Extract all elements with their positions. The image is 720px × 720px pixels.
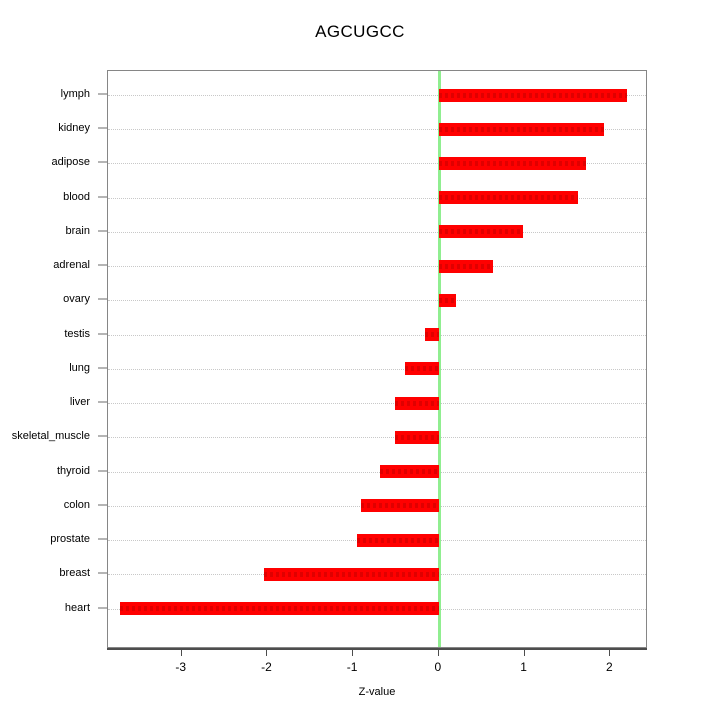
y-tick-mark <box>98 196 107 198</box>
bar-hatch <box>405 366 439 372</box>
x-axis-line <box>107 648 647 650</box>
bar-brain <box>438 225 523 239</box>
x-axis-title: Z-value <box>358 686 396 698</box>
gridline <box>108 231 646 233</box>
bar-adrenal <box>438 259 493 273</box>
bar-hatch <box>379 469 439 475</box>
x-tick-label: -3 <box>175 660 187 674</box>
x-tick-label: 0 <box>434 660 442 674</box>
bar-hatch <box>438 195 578 201</box>
x-tick-mark <box>609 648 611 656</box>
y-tick-label-adipose: adipose <box>51 156 90 169</box>
y-tick-label-thyroid: thyroid <box>56 464 90 477</box>
y-tick-mark <box>98 504 107 506</box>
gridline <box>108 471 646 473</box>
x-tick-label: -1 <box>346 660 358 674</box>
y-tick-mark <box>98 333 107 335</box>
y-tick-mark <box>98 161 107 163</box>
bar-skeletal_muscle <box>395 430 439 444</box>
y-tick-label-lung: lung <box>69 361 90 374</box>
y-tick-mark <box>98 435 107 437</box>
y-tick-label-lymph: lymph <box>60 88 90 100</box>
y-tick-mark <box>98 470 107 472</box>
bar-hatch <box>395 400 439 406</box>
x-tick-mark <box>266 648 268 656</box>
x-tick-label: 2 <box>605 660 613 674</box>
y-tick-label-testis: testis <box>64 327 90 340</box>
bar-liver <box>395 396 439 410</box>
y-tick-mark <box>98 401 107 403</box>
y-tick-mark <box>98 538 107 540</box>
bar-ovary <box>438 293 456 307</box>
y-tick-label-brain: brain <box>65 224 90 237</box>
bar-hatch <box>438 229 523 235</box>
x-axis: Z-value -3 -2 -1 0 1 2 <box>107 648 647 720</box>
bar-hatch <box>395 434 439 440</box>
bar-colon <box>360 499 439 513</box>
y-tick-label-colon: colon <box>63 498 90 511</box>
y-tick-label-liver: liver <box>69 396 90 409</box>
y-tick-label-prostate: prostate <box>50 533 90 546</box>
bar-thyroid <box>379 465 439 479</box>
bar-hatch <box>264 571 439 577</box>
bar-kidney <box>438 122 605 136</box>
y-tick-mark <box>98 367 107 369</box>
y-tick-mark <box>98 298 107 300</box>
y-tick-label-kidney: kidney <box>58 122 90 135</box>
y-tick-label-adrenal: adrenal <box>53 259 90 272</box>
bar-hatch <box>120 606 439 612</box>
bar-hatch <box>360 503 439 509</box>
x-tick-label: -2 <box>261 660 272 674</box>
y-tick-mark <box>98 607 107 609</box>
bar-lung <box>405 362 439 376</box>
x-tick-label: 1 <box>520 660 527 674</box>
bar-heart <box>120 602 439 616</box>
gridline <box>108 95 646 96</box>
bar-hatch <box>438 92 628 98</box>
gridline <box>108 163 646 165</box>
y-tick-label-blood: blood <box>63 190 90 203</box>
bar-lymph <box>438 88 628 102</box>
zero-reference-line <box>437 71 441 647</box>
bar-hatch <box>438 126 605 132</box>
y-axis: lymph kidney adipose blood brain adrenal ovary… <box>0 70 107 648</box>
plot-inner <box>108 71 646 647</box>
x-tick-mark <box>352 648 354 656</box>
y-tick-mark <box>98 93 107 95</box>
bar-adipose <box>438 156 587 170</box>
bar-blood <box>438 191 578 205</box>
x-tick-mark <box>180 648 182 656</box>
chart-title: AGCUGCC <box>315 22 405 41</box>
gridline <box>108 437 646 439</box>
gridline <box>108 129 646 131</box>
bar-hatch <box>425 332 439 338</box>
x-tick-mark <box>523 648 525 656</box>
y-tick-mark <box>98 264 107 266</box>
y-tick-label-breast: breast <box>59 567 90 580</box>
bar-hatch <box>357 537 439 543</box>
gridline <box>108 266 646 268</box>
gridline <box>108 368 646 370</box>
bar-breast <box>264 567 439 581</box>
bar-hatch <box>438 160 587 166</box>
y-tick-label-heart: heart <box>64 601 90 614</box>
y-tick-mark <box>98 572 107 574</box>
gridline <box>108 197 646 199</box>
y-tick-mark <box>98 230 107 232</box>
x-tick-mark <box>437 648 439 656</box>
y-tick-mark <box>98 127 107 129</box>
gridline <box>108 334 646 336</box>
bar-hatch <box>438 297 456 303</box>
y-tick-label-skeletal_muscle: skeletal_muscle <box>11 430 90 443</box>
gridline <box>108 403 646 405</box>
y-tick-label-ovary: ovary <box>63 293 90 306</box>
bar-prostate <box>357 533 439 547</box>
bar-hatch <box>438 263 493 269</box>
gridline <box>108 300 646 302</box>
plot-area <box>107 70 647 648</box>
bar-testis <box>425 328 439 342</box>
